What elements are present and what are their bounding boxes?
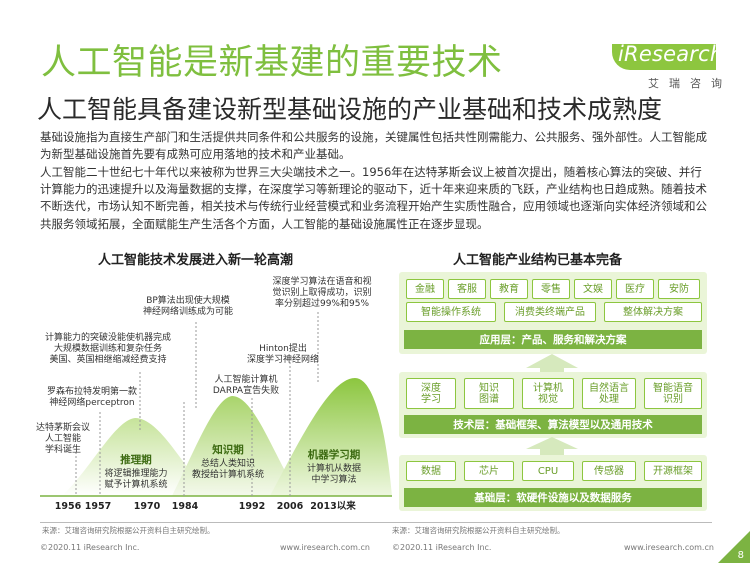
industry-chip: 金融 xyxy=(406,279,444,299)
page-title: 人工智能是新基建的重要技术 xyxy=(41,43,503,83)
timeline-year: 1984 xyxy=(172,501,199,512)
period-name: 机器学习期 xyxy=(308,448,361,461)
copyright-right: ©2020.11 iResearch Inc. xyxy=(392,543,492,552)
source-note-right: 来源：艾瑞咨询研究院根据公开资料自主研究绘制。 xyxy=(392,526,565,535)
period-desc: 将逻辑推理能力赋予计算机系统 xyxy=(104,467,167,490)
base-layer-bar: 基础层：软硬件设施以及数据服务 xyxy=(404,488,702,507)
industry-chip: 智能语音 识别 xyxy=(644,378,702,409)
timeline-year: 1956 xyxy=(55,501,82,512)
source-note-left: 来源：艾瑞咨询研究院根据公开资料自主研究绘制。 xyxy=(42,526,215,535)
industry-chip: 教育 xyxy=(490,279,528,299)
timeline-year: 1957 xyxy=(85,501,111,512)
industry-chip: CPU xyxy=(522,461,574,481)
history-paragraph: 人工智能二十世纪七十年代以来被称为世界三大尖端技术之一。1956年在达特茅斯会议… xyxy=(40,165,707,231)
copyright-left: ©2020.11 iResearch Inc. xyxy=(40,543,140,552)
timeline-annotation: 达特茅斯会议人工智能学科诞生 xyxy=(36,421,90,455)
iresearch-logo: iResearch xyxy=(612,42,723,72)
industry-chip: 知识 图谱 xyxy=(464,378,514,409)
industry-chip: 零售 xyxy=(532,279,570,299)
page-number: 8 xyxy=(738,550,744,561)
industry-chip: 整体解决方案 xyxy=(604,302,702,322)
page-subtitle: 人工智能具备建设新型基础设施的产业基础和技术成熟度 xyxy=(37,95,663,124)
technology-layer-bar: 技术层：基础框架、算法模型以及通用技术 xyxy=(404,415,702,434)
period-desc: 总结人类知识教授给计算机系统 xyxy=(192,457,264,480)
logo-badge xyxy=(612,44,716,70)
industry-chip: 文娱 xyxy=(574,279,612,299)
industry-chip: 数据 xyxy=(406,461,456,481)
application-layer-bar: 应用层：产品、服务和解决方案 xyxy=(404,330,702,349)
industry-chip: 计算机 视觉 xyxy=(522,378,574,409)
url-left[interactable]: www.iresearch.com.cn xyxy=(280,543,370,552)
industry-chip: 开源框架 xyxy=(644,461,702,481)
machine-learning-hill xyxy=(270,378,392,496)
timeline-year: 2006 xyxy=(277,501,304,512)
footer-divider xyxy=(40,522,712,523)
period-name: 推理期 xyxy=(120,453,152,466)
timeline-year: 2013以来 xyxy=(310,500,356,512)
timeline-annotation: 罗森布拉特发明第一款神经网络perceptron xyxy=(47,385,137,408)
intro-paragraph: 基础设施指为直接生产部门和生活提供共同条件和公共服务的设施，关键属性包括共性刚需… xyxy=(40,130,707,162)
industry-chip: 传感器 xyxy=(582,461,636,481)
logo-subtext: 艾瑞咨询 xyxy=(648,77,732,90)
left-chart-title: 人工智能技术发展进入新一轮高潮 xyxy=(98,253,294,268)
timeline-annotation: 计算能力的突破没能使机器完成大规模数据训练和复杂任务美国、英国相继缩减经费支持 xyxy=(45,331,171,365)
period-name: 知识期 xyxy=(212,443,244,456)
timeline-year: 1992 xyxy=(239,501,265,512)
timeline-annotation: Hinton提出深度学习神经网络 xyxy=(247,342,319,365)
industry-chip: 安防 xyxy=(658,279,700,299)
industry-chip: 自然语言 处理 xyxy=(582,378,636,409)
up-arrow-icon xyxy=(526,437,578,455)
period-desc: 计算机从数据中学习算法 xyxy=(307,462,361,485)
logo-brand: iResearch xyxy=(618,42,724,66)
timeline-year: 1970 xyxy=(134,501,161,512)
industry-chip: 智能操作系统 xyxy=(406,302,496,322)
timeline-annotation: 人工智能计算机 DARPA宣告失败 xyxy=(213,373,279,396)
timeline-annotation: 深度学习算法在语音和视觉识别上取得成功，识别率分别超过99%和95% xyxy=(272,275,371,309)
right-chart-title: 人工智能产业结构已基本完备 xyxy=(453,253,623,268)
up-arrow-icon xyxy=(526,354,578,374)
industry-chip: 医疗 xyxy=(616,279,654,299)
reasoning-period-hill xyxy=(62,418,210,496)
industry-chip: 客服 xyxy=(448,279,486,299)
page-number-corner: 8 xyxy=(718,531,750,563)
industry-chip: 消费类终端产品 xyxy=(504,302,596,322)
timeline-annotation: BP算法出现使大规模神经网络训练成为可能 xyxy=(143,294,233,317)
url-right[interactable]: www.iresearch.com.cn xyxy=(624,543,714,552)
knowledge-period-hill xyxy=(172,396,300,496)
industry-chip: 深度 学习 xyxy=(406,378,456,409)
industry-chip: 芯片 xyxy=(464,461,514,481)
